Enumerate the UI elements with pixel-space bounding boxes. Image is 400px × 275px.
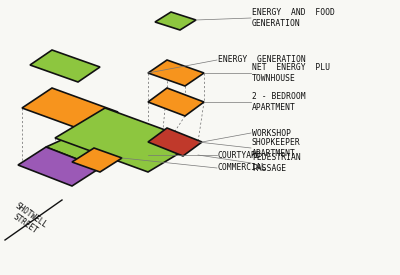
Text: COURTYARD: COURTYARD (218, 150, 262, 160)
Polygon shape (148, 88, 204, 116)
Text: NET  ENERGY  PLU
TOWNHOUSE: NET ENERGY PLU TOWNHOUSE (252, 63, 330, 83)
Polygon shape (18, 147, 100, 186)
Text: ENERGY  GENERATION: ENERGY GENERATION (218, 56, 306, 65)
Text: SHOPKEEPER
APARTMENT: SHOPKEEPER APARTMENT (252, 138, 301, 158)
Text: COMMERCIAL: COMMERCIAL (218, 164, 267, 172)
Polygon shape (22, 88, 118, 132)
Polygon shape (30, 50, 100, 82)
Text: 2 - BEDROOM
APARTMENT: 2 - BEDROOM APARTMENT (252, 92, 306, 112)
Polygon shape (55, 108, 198, 172)
Polygon shape (46, 119, 162, 168)
Text: WORKSHOP: WORKSHOP (252, 128, 291, 138)
Polygon shape (72, 148, 122, 172)
Text: SHOTWELL
STREET: SHOTWELL STREET (7, 202, 49, 238)
Polygon shape (148, 60, 204, 86)
Polygon shape (148, 128, 202, 156)
Text: ENERGY  AND  FOOD
GENERATION: ENERGY AND FOOD GENERATION (252, 8, 335, 28)
Text: PEDESTRIAN
PASSAGE: PEDESTRIAN PASSAGE (252, 153, 301, 173)
Polygon shape (155, 12, 196, 30)
